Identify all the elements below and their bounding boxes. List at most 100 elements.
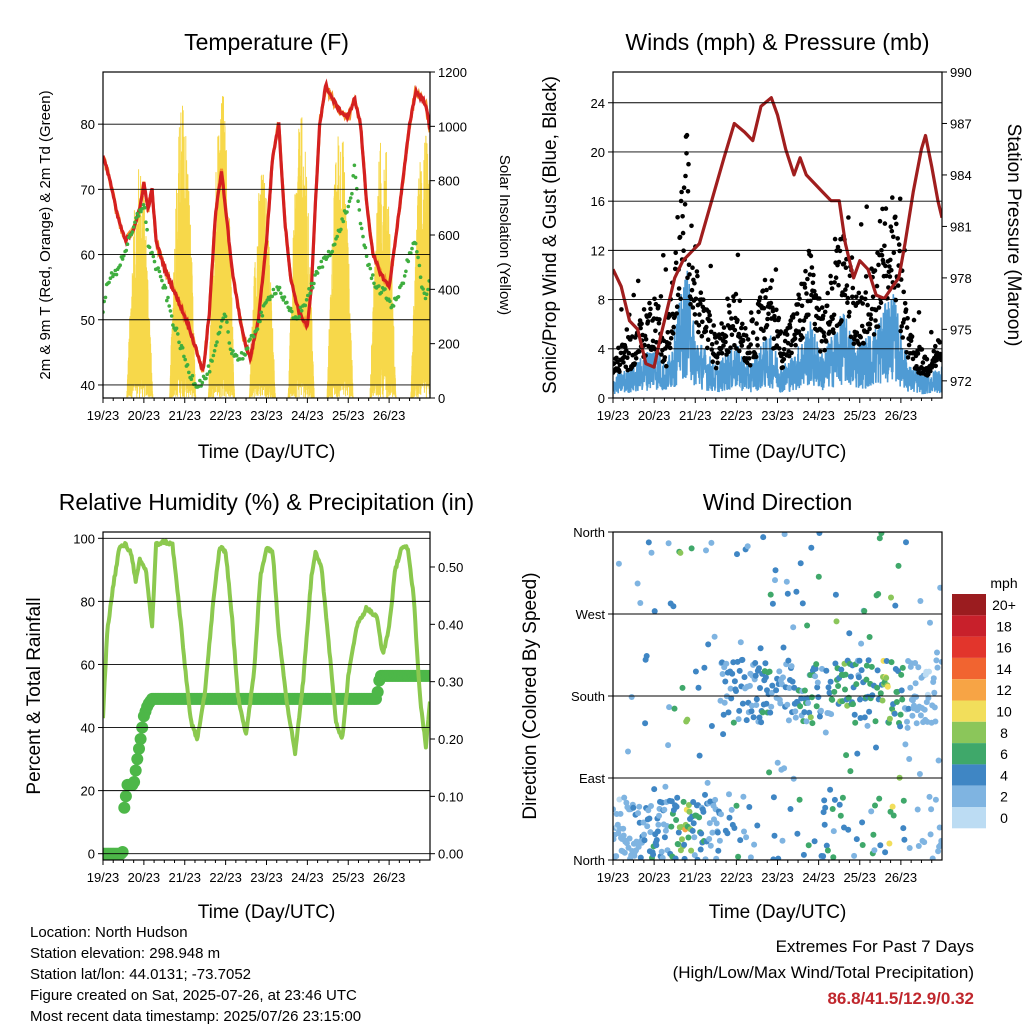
y-tick-label: 20 xyxy=(591,145,605,160)
wind-direction-point xyxy=(780,674,786,681)
dewpoint-point xyxy=(304,298,309,302)
wind-direction-point xyxy=(825,684,832,691)
legend-swatch xyxy=(952,807,986,829)
wind-gust-point xyxy=(810,280,816,286)
wind-direction-point xyxy=(645,807,652,814)
x-tick-label: 25/23 xyxy=(843,870,876,885)
x-tick-label: 21/23 xyxy=(168,870,201,885)
wind-gust-point xyxy=(712,331,717,337)
wind-gust-point xyxy=(811,272,816,278)
wind-direction-point xyxy=(833,618,840,625)
wind-gust-point xyxy=(805,276,810,282)
wind-gust-point xyxy=(714,355,720,360)
wind-direction-point xyxy=(889,803,896,810)
wind-direction-point xyxy=(888,659,895,666)
wind-direction-point xyxy=(906,756,913,762)
dewpoint-point xyxy=(107,280,111,285)
wind-gust-point xyxy=(743,333,749,338)
wind-gust-point xyxy=(854,330,860,336)
legend-swatch xyxy=(952,594,986,616)
wind-direction-point xyxy=(930,675,937,682)
wind-gust-point xyxy=(859,323,865,329)
wind-gust-point xyxy=(806,312,811,318)
dewpoint-point xyxy=(206,364,211,368)
chart-title: Wind Direction xyxy=(703,489,853,515)
dewpoint-point xyxy=(171,323,175,327)
dewpoint-point xyxy=(207,369,212,374)
wind-direction-point xyxy=(859,842,866,848)
wind-direction-point xyxy=(722,678,729,685)
wind-direction-point xyxy=(854,750,861,757)
wind-gust-point xyxy=(693,296,699,302)
wind-gust-point xyxy=(747,363,753,368)
plot-area xyxy=(103,78,430,398)
wind-gust-point xyxy=(646,343,651,349)
wind-direction-point xyxy=(893,699,900,705)
wind-gust-point xyxy=(715,360,720,366)
wind-direction-point xyxy=(706,836,713,842)
wind-gust-point xyxy=(841,261,847,266)
wind-direction-point xyxy=(863,676,870,683)
wind-gust-point xyxy=(776,315,782,321)
wind-gust-point xyxy=(871,332,877,337)
wind-gust-point xyxy=(756,309,761,315)
wind-gust-point xyxy=(710,359,715,365)
wind-direction-point xyxy=(905,705,912,712)
wind-direction-point xyxy=(886,840,893,847)
wind-gust-point xyxy=(799,303,805,309)
rainfall-point xyxy=(131,753,144,766)
wind-gust-point xyxy=(632,361,637,366)
wind-direction-point xyxy=(620,825,627,832)
dewpoint-point xyxy=(290,309,294,314)
wind-gust-point xyxy=(692,312,698,317)
wind-direction-point xyxy=(670,603,677,610)
wind-direction-point xyxy=(780,644,787,651)
wind-gust-point xyxy=(789,350,794,356)
dewpoint-point xyxy=(150,250,154,255)
wind-direction-point xyxy=(909,712,916,719)
wind-gust-point xyxy=(888,224,894,229)
wind-direction-point xyxy=(832,660,839,667)
wind-direction-point xyxy=(686,808,693,815)
dewpoint-point xyxy=(217,330,222,335)
wind-direction-point xyxy=(915,664,922,671)
wind-gust-point xyxy=(663,267,669,272)
wind-direction-point xyxy=(762,660,769,667)
wind-gust-point xyxy=(657,317,662,322)
wind-gust-point xyxy=(623,364,629,370)
wind-gust-point xyxy=(850,294,855,300)
dewpoint-point xyxy=(205,372,209,377)
dewpoint-point xyxy=(160,278,164,283)
wind-gust-point xyxy=(873,318,878,323)
wind-direction-point xyxy=(831,688,838,695)
wind-gust-point xyxy=(906,342,912,348)
wind-gust-point xyxy=(768,300,774,306)
wind-direction-point xyxy=(751,841,758,848)
y2-tick-label: 600 xyxy=(438,228,460,243)
extremes-box: Extremes For Past 7 Days (High/Low/Max W… xyxy=(673,934,974,1012)
wind-direction-point xyxy=(915,843,922,849)
dewpoint-point xyxy=(189,377,194,382)
wind-direction-point xyxy=(875,591,882,597)
wind-gust-point xyxy=(793,342,798,348)
wind-direction-point xyxy=(927,619,933,626)
wind-gust-point xyxy=(664,363,669,369)
legend-label: 0 xyxy=(1000,810,1008,826)
wind-gust-point xyxy=(703,329,709,334)
y2-tick-label: 0.00 xyxy=(438,847,463,862)
x-tick-label: 26/23 xyxy=(373,408,406,423)
wind-gust-point xyxy=(698,290,704,296)
wind-direction-point xyxy=(708,723,715,729)
wind-direction-point xyxy=(933,657,940,664)
wind-gust-point xyxy=(683,173,688,179)
wind-direction-point xyxy=(648,803,654,809)
wind-direction-point xyxy=(766,668,773,675)
x-axis-label: Time (Day/UTC) xyxy=(709,902,847,923)
wind-direction-point xyxy=(708,539,715,546)
dewpoint-point xyxy=(418,275,423,280)
wind-gust-point xyxy=(740,321,745,327)
wind-direction-point xyxy=(830,828,837,835)
wind-gust-point xyxy=(635,278,641,284)
wind-gust-point xyxy=(843,287,848,292)
wind-direction-point xyxy=(773,687,780,694)
